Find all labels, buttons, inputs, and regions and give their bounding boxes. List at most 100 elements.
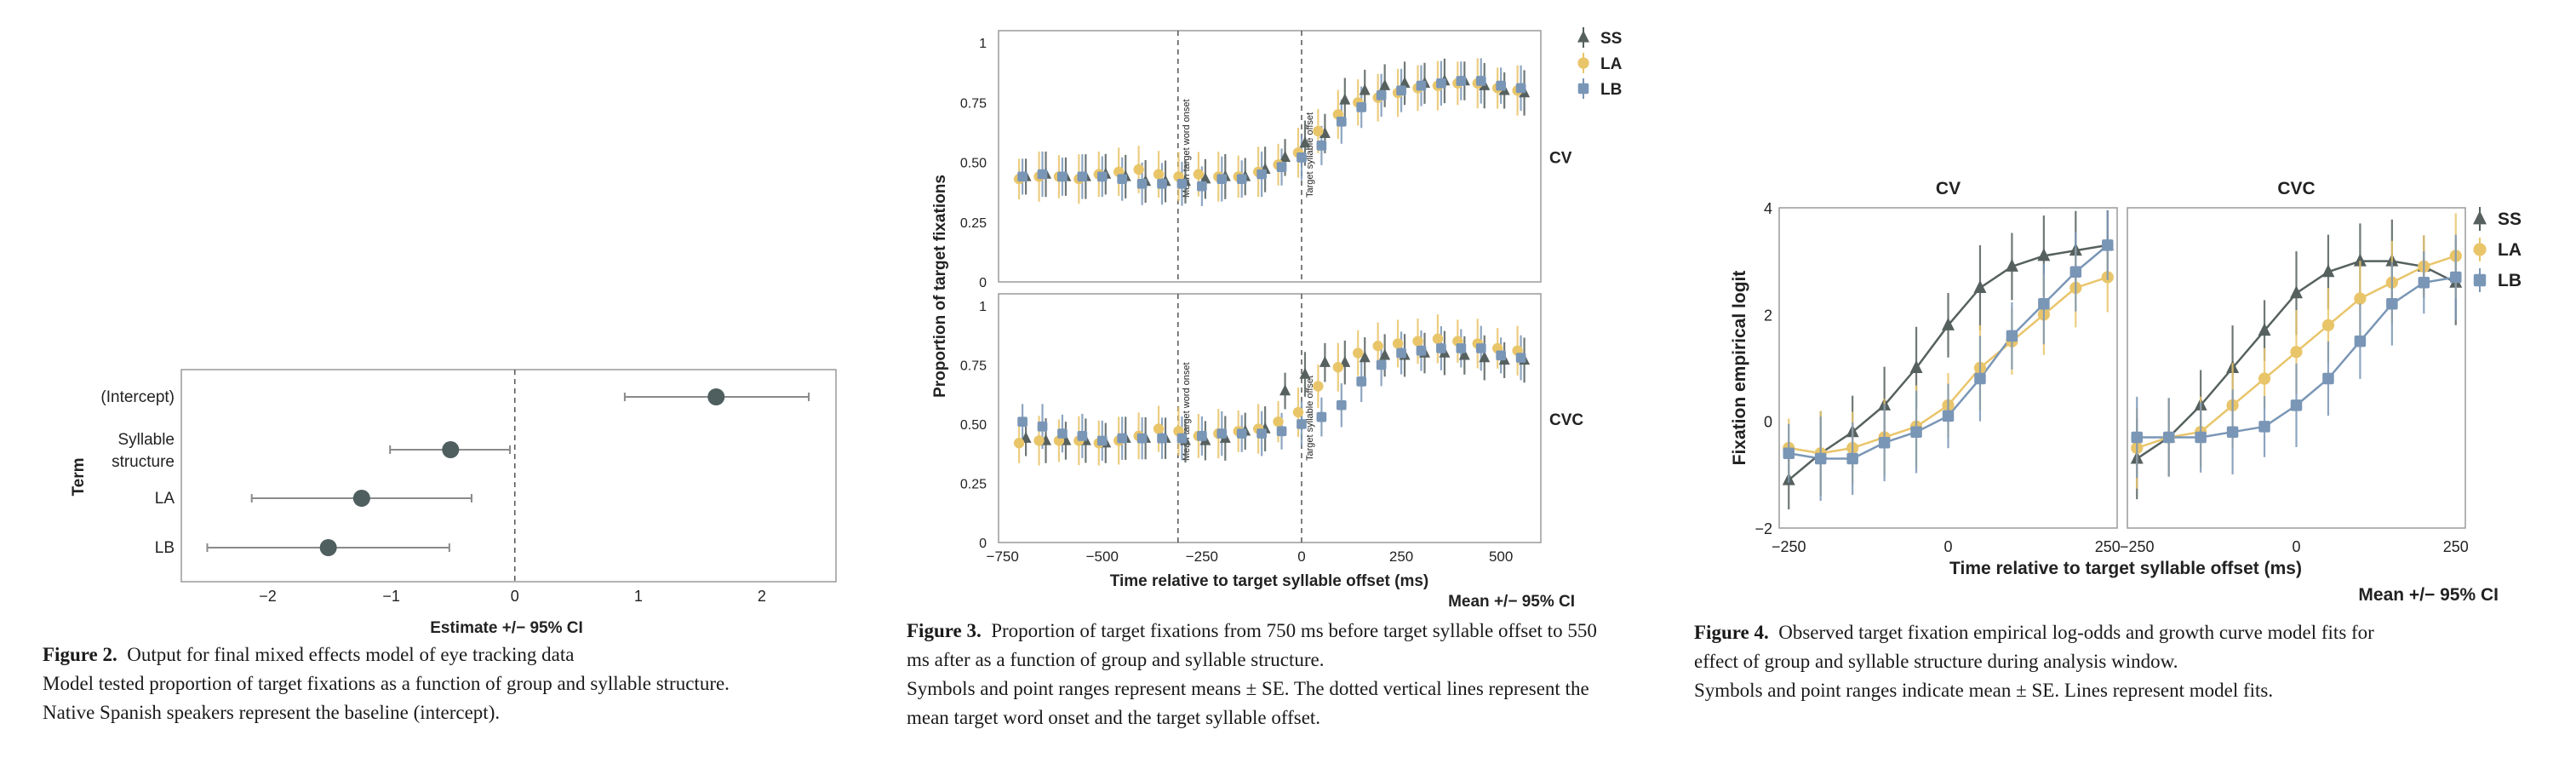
- fig4-point: [2290, 285, 2303, 299]
- fig3-legend-point: [1577, 83, 1589, 95]
- fig4-point: [2354, 335, 2367, 347]
- fig3-point: [1276, 426, 1287, 437]
- fig4-point: [2006, 330, 2018, 342]
- fig2-plot-frame: [180, 369, 837, 583]
- fig3-point: [1133, 164, 1144, 175]
- fig4-point: [2069, 266, 2082, 278]
- fig4-caption-title2: effect of group and syllable structure d…: [1694, 651, 2178, 672]
- fig3-panel-frame: [998, 30, 1542, 283]
- fig3-point: [1436, 78, 1446, 89]
- fig4-caption-title: Observed target fixation empirical log-o…: [1778, 622, 2374, 643]
- fig3-point: [1297, 419, 1307, 429]
- fig2-xaxis-label: Estimate +/− 95% CI: [430, 619, 583, 637]
- fig2-term-label: LA: [155, 490, 175, 508]
- fig3-reference-line-label: Mean target word onset: [1182, 99, 1192, 198]
- fig3-point: [1379, 78, 1391, 90]
- fig4-point: [2418, 276, 2430, 289]
- fig3-point: [1372, 341, 1383, 352]
- fig4-legend-label: LA: [2498, 240, 2522, 260]
- fig4-ytick-label: −2: [1755, 520, 1772, 537]
- fig3-ytick-label: 0.50: [960, 157, 987, 171]
- fig4-point: [2290, 346, 2303, 359]
- fig3-point: [1057, 428, 1068, 439]
- fig4-ytick-label: 2: [1764, 307, 1772, 324]
- fig3-point: [1236, 428, 1247, 439]
- fig2-term-label: structure: [112, 453, 175, 471]
- fig4-point: [2322, 372, 2334, 385]
- fig4-point: [2258, 323, 2271, 336]
- fig2-xtick-label: −2: [259, 588, 277, 605]
- fig3-point: [1316, 141, 1327, 151]
- fig4-legend-point: [2473, 273, 2487, 287]
- fig3-point: [1356, 376, 1367, 387]
- fig4-point: [1814, 452, 1827, 465]
- fig3-point: [1412, 336, 1423, 347]
- fig3-point: [1193, 169, 1205, 180]
- fig3-point: [1496, 80, 1507, 91]
- fig3-point: [1416, 80, 1427, 91]
- fig3-point: [1399, 77, 1411, 89]
- fig3-point: [1319, 127, 1331, 139]
- fig4-point: [2258, 421, 2270, 433]
- fig3-point: [1117, 433, 1128, 444]
- fig3-point: [1356, 102, 1367, 112]
- fig3-point: [1279, 384, 1291, 396]
- fig3-point: [1479, 351, 1491, 363]
- fig4-point: [2354, 292, 2367, 305]
- fig3-ytick-label: 0: [979, 276, 987, 290]
- fig3-legend-point: [1577, 30, 1589, 43]
- fig2-estimate-point: [352, 490, 370, 507]
- fig3-point: [1359, 351, 1371, 363]
- fig3-point: [1257, 169, 1267, 180]
- fig3-caption: Figure 3. Proportion of target fixations…: [907, 617, 1597, 732]
- fig2-caption: Figure 2. Output for final mixed effects…: [43, 640, 730, 727]
- fig4-point: [2005, 258, 2018, 272]
- fig4-caption: Figure 4. Observed target fixation empir…: [1694, 618, 2374, 705]
- fig3-point: [1037, 169, 1048, 180]
- fig4-note: Mean +/− 95% CI: [2358, 585, 2499, 605]
- fig3-point: [1136, 433, 1148, 444]
- fig3-point: [1392, 338, 1404, 349]
- fig4-xtick-label: −250: [1772, 538, 1806, 555]
- fig4-point: [1909, 360, 1923, 373]
- fig3-ytick-label: 0.25: [960, 216, 987, 231]
- fig3-panel-frame: [998, 293, 1542, 543]
- fig4-xtick-label: 0: [1943, 538, 1952, 555]
- fig3-point: [1432, 333, 1444, 345]
- fig3-xaxis-label: Time relative to target syllable offset …: [1110, 572, 1429, 590]
- fig3-point: [1316, 411, 1327, 422]
- fig3-note: Mean +/− 95% CI: [1448, 593, 1575, 611]
- fig3-facet-label: CVC: [1549, 411, 1583, 429]
- fig3-point: [1376, 90, 1387, 100]
- fig3-point: [1057, 171, 1068, 182]
- fig2-caption-line1: Model tested proportion of target fixati…: [43, 673, 730, 694]
- fig3-point: [1197, 431, 1207, 441]
- fig2-xtick-label: 1: [634, 588, 643, 605]
- fig3-point: [1013, 438, 1025, 449]
- fig3-ytick-label: 0.25: [960, 477, 987, 491]
- fig4-point: [1973, 280, 1987, 293]
- fig3-point: [1276, 162, 1287, 172]
- fig3-caption-title: Proportion of target fixations from 750 …: [991, 620, 1597, 641]
- fig3-xtick-label: −250: [1186, 548, 1218, 565]
- fig3-point: [1436, 343, 1446, 353]
- fig3-reference-line-label: Target syllable offset: [1305, 376, 1315, 461]
- fig4-point: [2353, 253, 2367, 267]
- fig3-point: [1273, 416, 1284, 428]
- fig3-legend-label: SS: [1600, 30, 1622, 48]
- fig3-point: [1197, 181, 1207, 192]
- fig2-xtick-label: −1: [382, 588, 400, 605]
- fig3-point: [1458, 348, 1470, 360]
- fig3-point: [1379, 348, 1391, 360]
- fig3-point: [1279, 151, 1291, 163]
- fig3-point: [1456, 343, 1467, 353]
- fig3-point: [1176, 433, 1188, 444]
- fig2-term-label: (Intercept): [100, 388, 175, 406]
- fig3-point: [1339, 93, 1351, 105]
- fig2-xtick-label: 2: [758, 588, 766, 605]
- fig2-estimate-point: [442, 441, 460, 458]
- fig4-point: [1846, 452, 1858, 465]
- fig2-term-label: LB: [155, 539, 175, 557]
- fig3-point: [1236, 174, 1247, 185]
